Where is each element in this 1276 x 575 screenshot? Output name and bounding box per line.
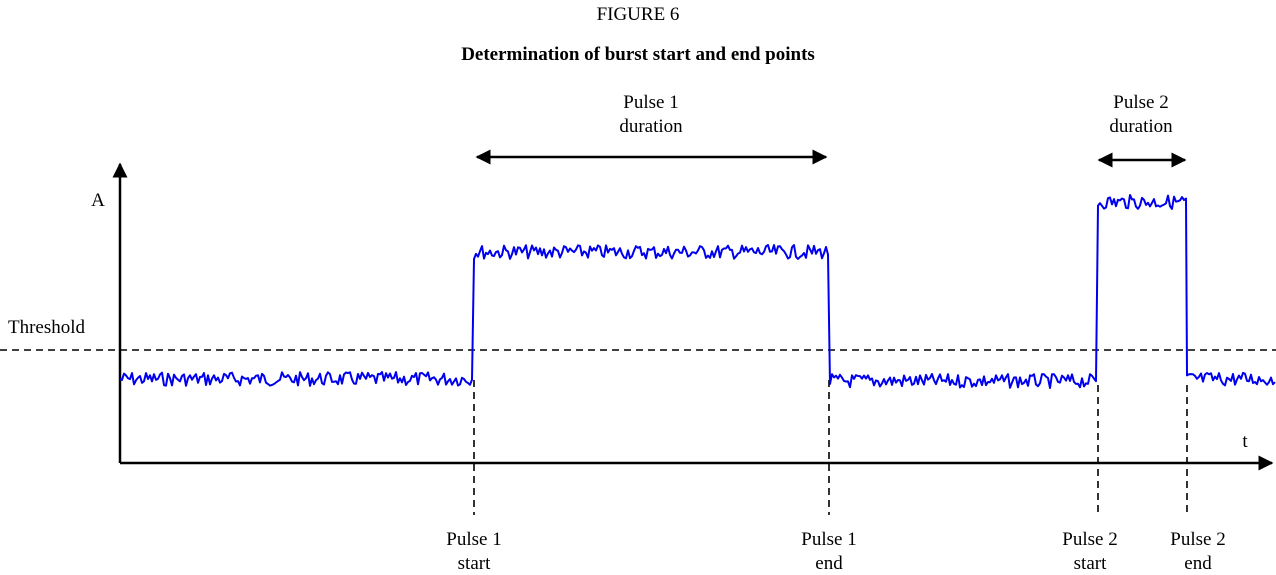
duration-label: duration	[619, 116, 683, 137]
marker-label: Pulse 1	[801, 529, 856, 550]
duration-label: duration	[1109, 116, 1173, 137]
marker-label: Pulse 1	[446, 529, 501, 550]
marker-label: Pulse 2	[1062, 529, 1117, 550]
marker-label: Pulse 2	[1170, 529, 1225, 550]
duration-label: Pulse 1	[623, 92, 678, 113]
figure-label: FIGURE 6	[597, 4, 680, 25]
y-axis-label: A	[91, 190, 105, 211]
duration-label: Pulse 2	[1113, 92, 1168, 113]
x-axis-label: t	[1242, 431, 1248, 452]
marker-label: start	[458, 553, 491, 574]
marker-label: start	[1074, 553, 1107, 574]
marker-label: end	[815, 553, 843, 574]
marker-label: end	[1184, 553, 1212, 574]
title: Determination of burst start and end poi…	[461, 44, 815, 65]
threshold-label: Threshold	[8, 317, 86, 338]
signal	[119, 194, 1276, 389]
